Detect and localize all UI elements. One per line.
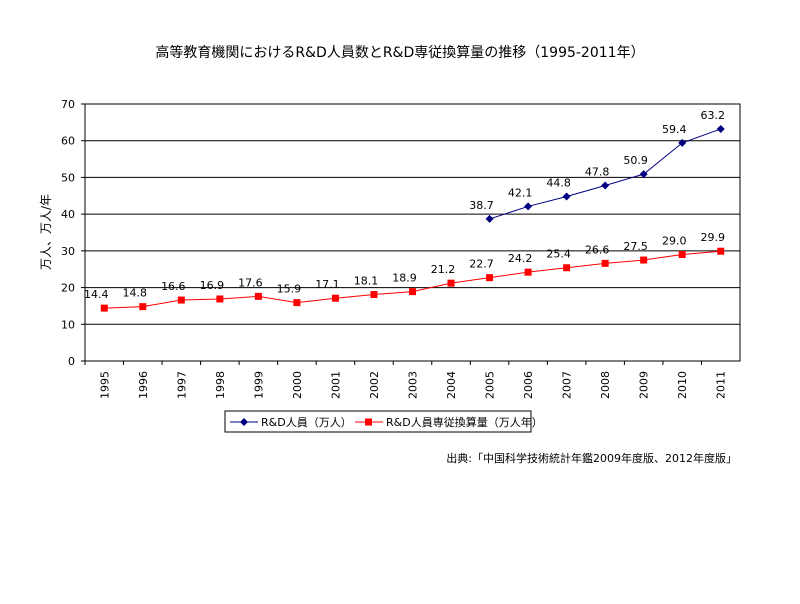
data-label: 26.6 <box>585 243 610 256</box>
data-label: 15.9 <box>277 283 302 296</box>
data-point <box>716 124 725 133</box>
data-label: 42.1 <box>508 186 533 199</box>
data-label: 18.9 <box>392 272 417 285</box>
data-point <box>563 264 571 272</box>
legend-marker-square-icon <box>365 418 372 426</box>
data-label: 29.0 <box>662 235 687 248</box>
data-point <box>177 296 185 304</box>
data-label: 16.6 <box>161 280 186 293</box>
data-point <box>678 138 687 147</box>
data-point <box>524 202 533 211</box>
data-point <box>139 303 147 311</box>
x-tick-label: 2005 <box>484 371 497 399</box>
x-tick-label: 1998 <box>214 371 227 399</box>
x-tick-label: 1997 <box>175 371 188 399</box>
data-point <box>486 274 494 282</box>
legend-label-rd-personnel: R&D人員（万人） <box>261 416 352 429</box>
x-tick-label: 1995 <box>98 371 111 399</box>
data-point <box>100 304 108 312</box>
data-label: 17.1 <box>315 278 340 291</box>
data-point <box>717 247 725 255</box>
x-tick-label: 2001 <box>329 371 342 399</box>
x-tick-label: 1999 <box>252 371 265 399</box>
legend-marker-diamond-icon <box>240 418 248 426</box>
data-label: 17.6 <box>238 276 263 289</box>
x-tick-label: 2000 <box>291 371 304 399</box>
data-point <box>370 291 378 299</box>
data-point <box>447 279 455 287</box>
data-label: 16.9 <box>200 279 225 292</box>
y-tick-label: 10 <box>61 318 75 331</box>
y-tick-label: 40 <box>61 208 75 221</box>
legend: R&D人員（万人） R&D人員専従換算量（万人年） <box>224 410 543 433</box>
data-point <box>293 299 301 307</box>
data-point <box>640 256 648 264</box>
x-tick-label: 2002 <box>368 371 381 399</box>
data-label: 14.4 <box>84 288 109 301</box>
data-label: 59.4 <box>662 123 687 136</box>
data-point <box>254 292 262 300</box>
data-point <box>216 295 224 303</box>
y-tick-label: 70 <box>61 98 75 111</box>
data-label: 24.2 <box>508 252 533 265</box>
data-point <box>409 288 416 296</box>
data-label: 29.9 <box>700 231 725 244</box>
y-tick-label: 30 <box>61 245 75 258</box>
data-label: 22.7 <box>469 258 494 271</box>
x-tick-label: 2008 <box>599 371 612 399</box>
data-label: 63.2 <box>700 109 725 122</box>
data-point <box>524 268 532 276</box>
plot-area <box>84 103 741 362</box>
legend-label-rd-fte: R&D人員専従換算量（万人年） <box>386 415 543 429</box>
data-label: 21.2 <box>431 263 456 276</box>
y-tick-label: 50 <box>61 171 75 184</box>
y-tick-label: 20 <box>61 282 75 295</box>
data-label: 38.7 <box>469 199 494 212</box>
x-tick-label: 2004 <box>445 371 458 399</box>
data-point <box>678 251 686 259</box>
data-point <box>639 170 648 179</box>
data-point <box>601 181 610 190</box>
x-tick-label: 2007 <box>561 371 574 399</box>
data-label: 50.9 <box>623 154 648 167</box>
y-tick-label: 0 <box>68 355 75 368</box>
x-tick-label: 2010 <box>676 371 689 399</box>
data-point <box>331 294 339 302</box>
x-tick-label: 2011 <box>715 371 728 399</box>
source-note: 出典:「中国科学技術統計年鑑2009年度版、2012年度版」 <box>446 451 737 465</box>
y-tick-label: 60 <box>61 135 75 148</box>
data-label: 14.8 <box>123 287 148 300</box>
chart-title: 高等教育機関におけるR&D人員数とR&D専従換算量の推移（1995-2011年） <box>155 44 644 61</box>
data-label: 25.4 <box>546 248 571 261</box>
data-label: 27.5 <box>623 240 648 253</box>
data-label: 47.8 <box>585 166 610 179</box>
x-tick-label: 2009 <box>638 371 651 399</box>
data-point <box>562 192 571 201</box>
data-point <box>485 214 494 223</box>
data-label: 18.1 <box>354 275 379 288</box>
data-label: 44.8 <box>546 177 571 190</box>
data-point <box>601 259 609 267</box>
x-tick-label: 2006 <box>522 371 535 399</box>
x-tick-label: 1996 <box>137 371 150 399</box>
x-tick-label: 2003 <box>407 371 420 399</box>
y-axis-label: 万人、万人/年 <box>39 194 53 270</box>
